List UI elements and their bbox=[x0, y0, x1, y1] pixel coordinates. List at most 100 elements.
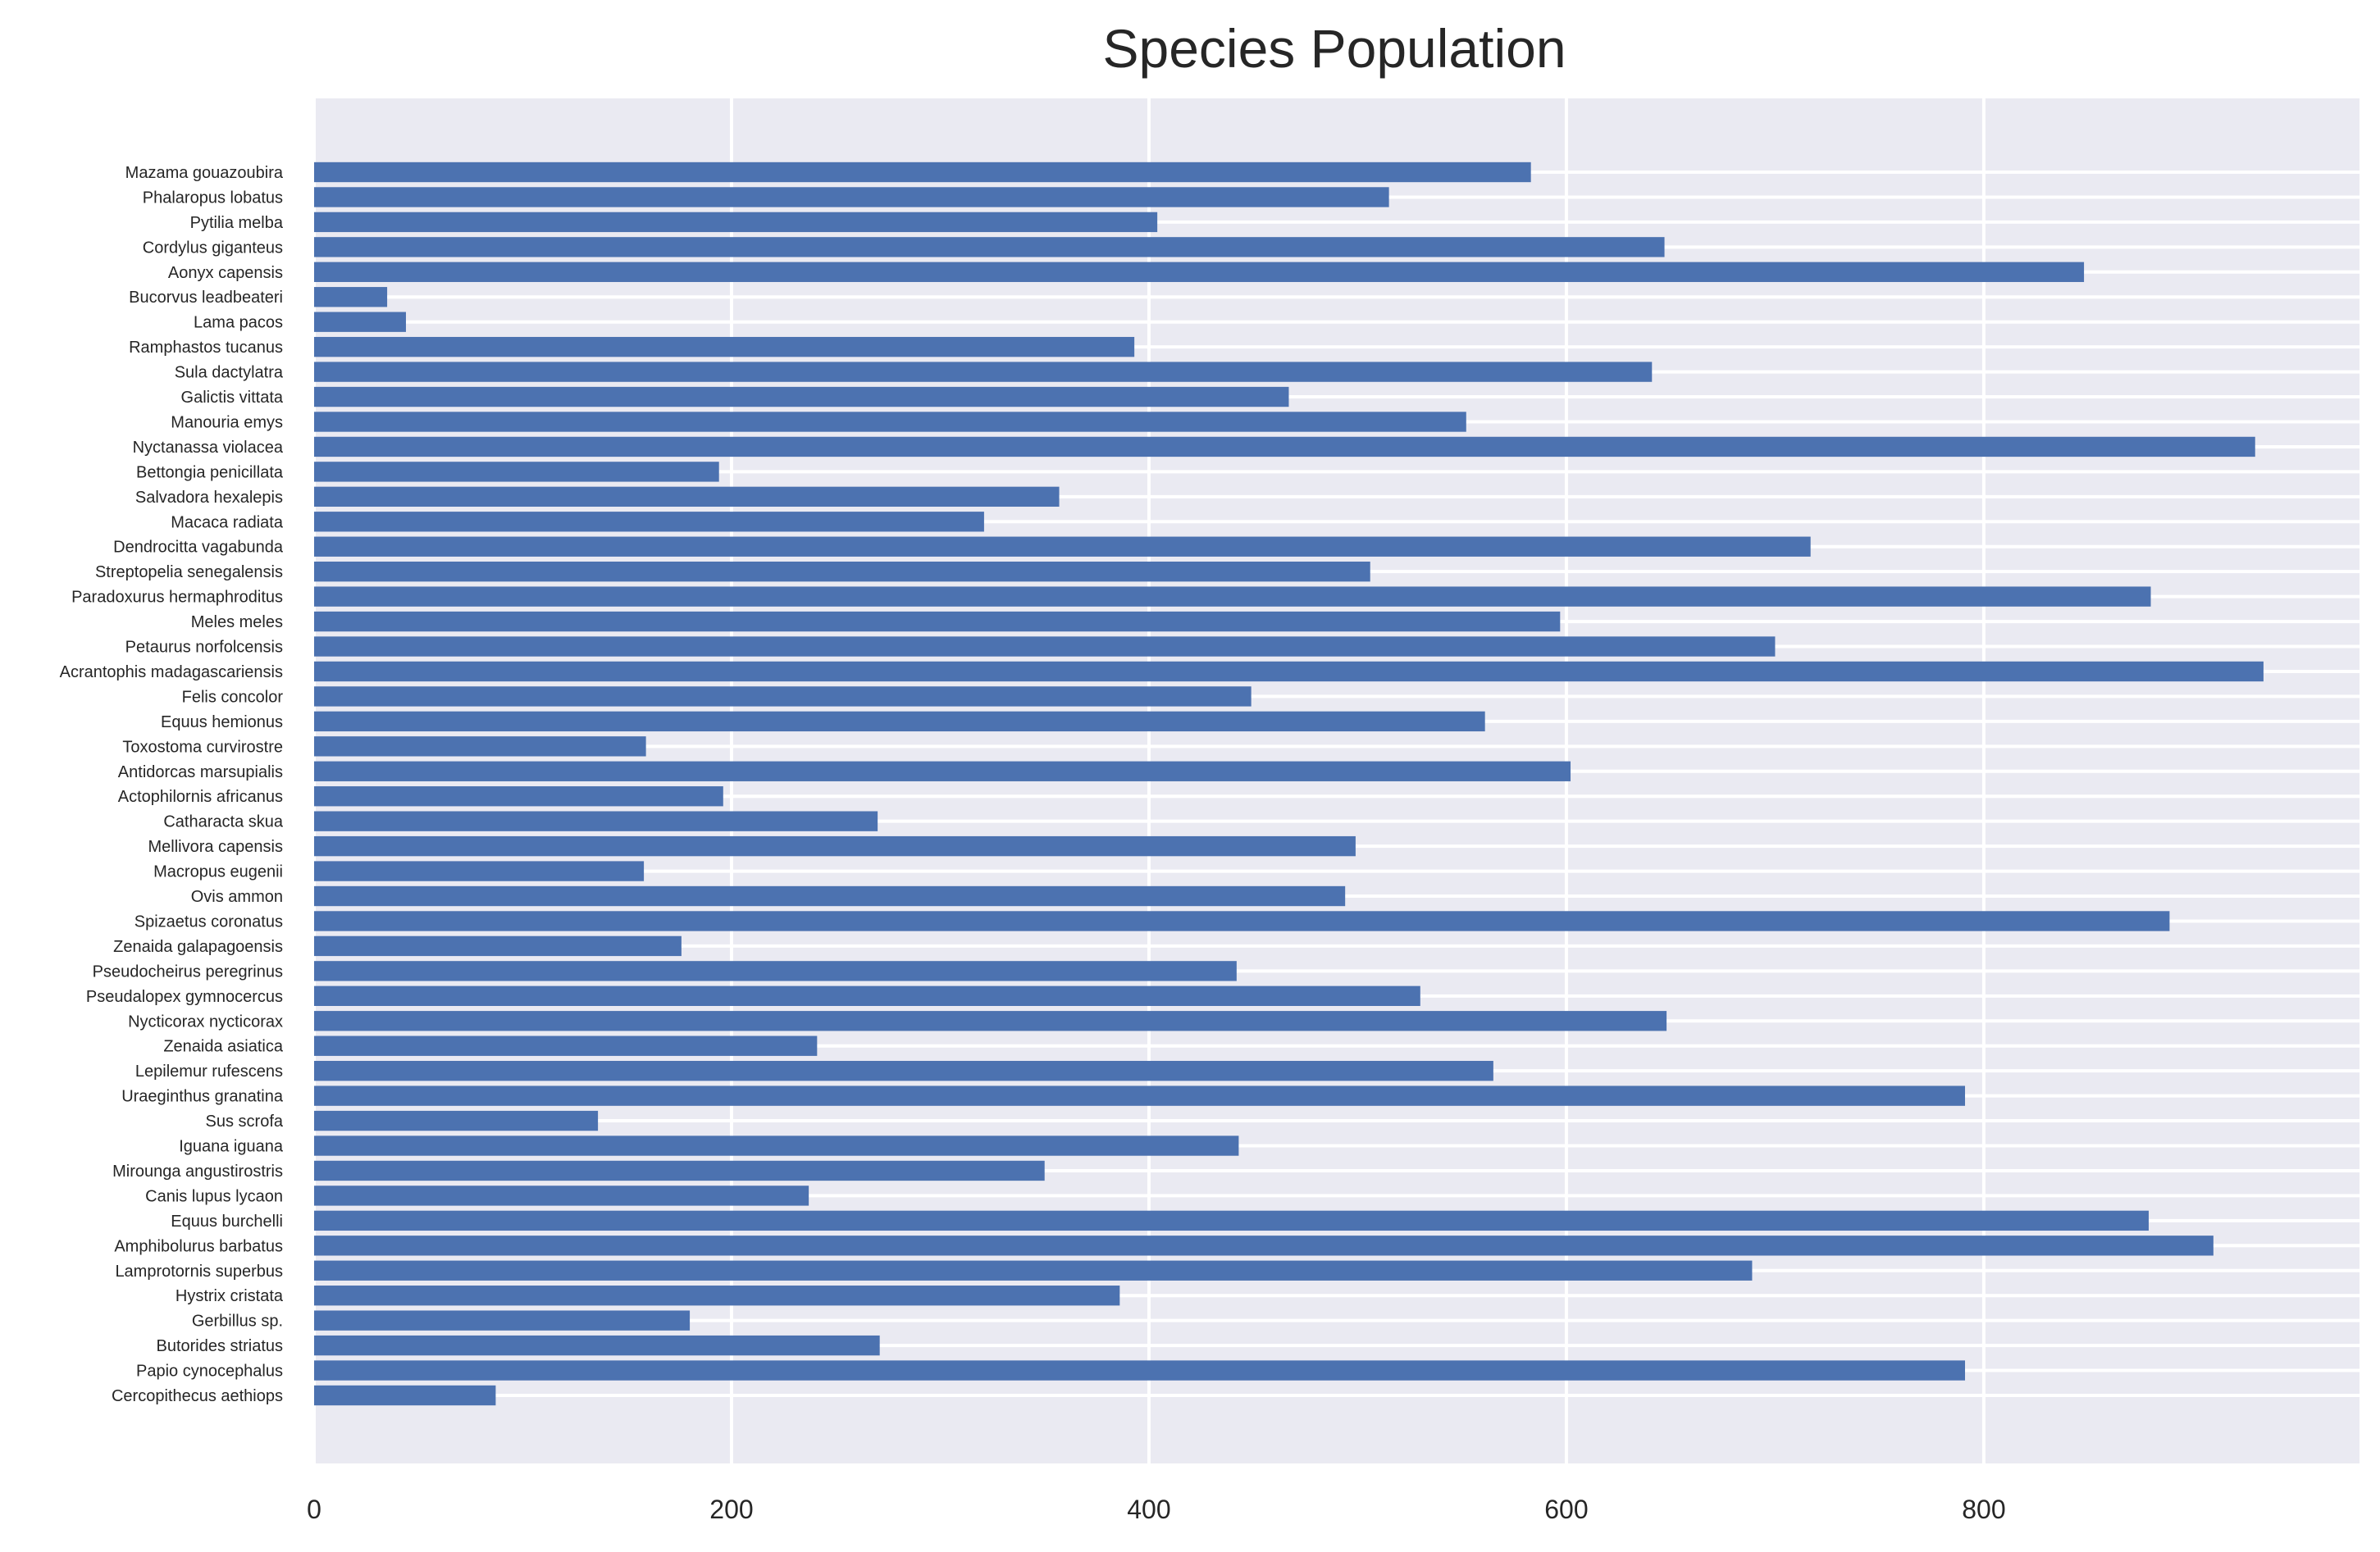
y-tick-label: Pseudocheirus peregrinus bbox=[93, 963, 283, 981]
chart-title: Species Population bbox=[1102, 18, 1566, 79]
y-tick-label: Petaurus norfolcensis bbox=[125, 639, 283, 657]
y-tick-label: Manouria emys bbox=[171, 413, 283, 431]
bar bbox=[314, 661, 2264, 682]
y-tick-label: Zenaida asiatica bbox=[163, 1038, 284, 1056]
bar bbox=[314, 312, 406, 332]
bar bbox=[314, 811, 878, 831]
y-tick-label: Macropus eugenii bbox=[153, 863, 283, 881]
y-tick-label: Gerbillus sp. bbox=[192, 1313, 283, 1331]
y-tick-label: Bettongia penicillata bbox=[136, 463, 284, 481]
bar bbox=[314, 611, 1561, 632]
y-tick-label: Amphibolurus barbatus bbox=[114, 1237, 283, 1255]
bar bbox=[314, 686, 1252, 707]
y-tick-label: Hystrix cristata bbox=[176, 1287, 284, 1305]
bar bbox=[314, 711, 1485, 732]
y-tick-label: Papio cynocephalus bbox=[136, 1363, 283, 1381]
bar bbox=[314, 861, 645, 881]
y-tick-label: Nycticorax nycticorax bbox=[128, 1013, 283, 1031]
y-tick-label: Bucorvus leadbeateri bbox=[129, 289, 283, 307]
y-tick-label: Actophilornis africanus bbox=[118, 788, 283, 806]
y-tick-labels: Mazama gouazoubira Phalaropus lobatus Pyti… bbox=[60, 164, 284, 1405]
y-tick-label: Dendrocitta vagabunda bbox=[113, 539, 284, 557]
bar bbox=[314, 1335, 880, 1356]
y-tick-label: Salvadora hexalepis bbox=[135, 489, 283, 507]
y-tick-label: Zenaida galapagoensis bbox=[113, 938, 283, 956]
bar bbox=[314, 412, 1466, 432]
x-tick-label: 400 bbox=[1127, 1495, 1170, 1524]
bar bbox=[314, 1085, 1966, 1106]
bar bbox=[314, 486, 1060, 507]
bar bbox=[314, 1310, 691, 1331]
y-tick-label: Equus burchelli bbox=[171, 1213, 283, 1231]
bar bbox=[314, 362, 1653, 382]
y-tick-label: Ovis ammon bbox=[191, 888, 283, 906]
bar bbox=[314, 1160, 1045, 1181]
y-tick-label: Pseudalopex gymnocercus bbox=[86, 988, 283, 1006]
bar bbox=[314, 162, 1531, 183]
bar bbox=[314, 512, 984, 532]
bar bbox=[314, 187, 1389, 207]
bars bbox=[314, 162, 2264, 1406]
bar bbox=[314, 1186, 809, 1206]
x-tick-label: 600 bbox=[1544, 1495, 1588, 1524]
bar bbox=[314, 1260, 1753, 1281]
bar bbox=[314, 1210, 2149, 1231]
bar bbox=[314, 1385, 496, 1406]
bar bbox=[314, 212, 1158, 233]
y-tick-label: Lepilemur rufescens bbox=[135, 1063, 283, 1081]
y-tick-label: Equus hemionus bbox=[161, 713, 283, 731]
bar bbox=[314, 636, 1776, 657]
bar bbox=[314, 885, 1346, 907]
y-tick-label: Meles meles bbox=[191, 613, 283, 631]
y-tick-label: Ramphastos tucanus bbox=[129, 339, 283, 357]
y-tick-label: Pytilia melba bbox=[190, 214, 284, 232]
y-tick-label: Lamprotornis superbus bbox=[115, 1263, 283, 1281]
y-tick-label: Iguana iguana bbox=[179, 1138, 284, 1156]
y-tick-label: Acrantophis madagascariensis bbox=[60, 663, 283, 681]
bar bbox=[314, 262, 2085, 282]
y-tick-label: Cercopithecus aethiops bbox=[112, 1387, 283, 1405]
x-tick-label: 800 bbox=[1962, 1495, 2005, 1524]
x-tick-labels: 0 200 400 600 800 bbox=[307, 1495, 2006, 1524]
x-tick-label: 200 bbox=[709, 1495, 753, 1524]
bar bbox=[314, 786, 723, 807]
y-tick-label: Mellivora capensis bbox=[148, 838, 283, 856]
y-tick-label: Lama pacos bbox=[194, 314, 283, 332]
bar bbox=[314, 1011, 1667, 1031]
bar bbox=[314, 386, 1289, 407]
y-tick-label: Paradoxurus hermaphroditus bbox=[71, 589, 283, 607]
bar bbox=[314, 462, 719, 482]
y-tick-label: Macaca radiata bbox=[171, 513, 284, 531]
y-tick-label: Antidorcas marsupialis bbox=[118, 763, 283, 781]
bar bbox=[314, 1060, 1493, 1081]
bar bbox=[314, 237, 1665, 257]
bar bbox=[314, 736, 646, 757]
bar bbox=[314, 835, 1356, 857]
y-tick-label: Toxostoma curvirostre bbox=[122, 738, 283, 756]
y-tick-label: Butorides striatus bbox=[156, 1337, 283, 1355]
y-tick-label: Canis lupus lycaon bbox=[145, 1187, 283, 1205]
bar bbox=[314, 436, 2255, 457]
bar bbox=[314, 1035, 818, 1056]
bar bbox=[314, 586, 2151, 607]
bar bbox=[314, 536, 1811, 557]
x-tick-label: 0 bbox=[307, 1495, 321, 1524]
y-tick-label: Nyctanassa violacea bbox=[133, 439, 284, 457]
y-tick-label: Catharacta skua bbox=[163, 813, 284, 831]
y-tick-label: Uraeginthus granatina bbox=[121, 1088, 284, 1106]
bar bbox=[314, 562, 1370, 582]
bar bbox=[314, 287, 388, 307]
bar bbox=[314, 911, 2170, 931]
bar bbox=[314, 1110, 599, 1131]
bar bbox=[314, 1360, 1966, 1381]
bar bbox=[314, 1236, 2214, 1256]
y-tick-label: Sus scrofa bbox=[206, 1113, 284, 1131]
bar bbox=[314, 1286, 1120, 1306]
bar bbox=[314, 336, 1135, 357]
y-tick-label: Aonyx capensis bbox=[168, 264, 283, 282]
y-tick-label: Galictis vittata bbox=[181, 389, 284, 407]
bar bbox=[314, 761, 1571, 781]
bar bbox=[314, 985, 1420, 1006]
